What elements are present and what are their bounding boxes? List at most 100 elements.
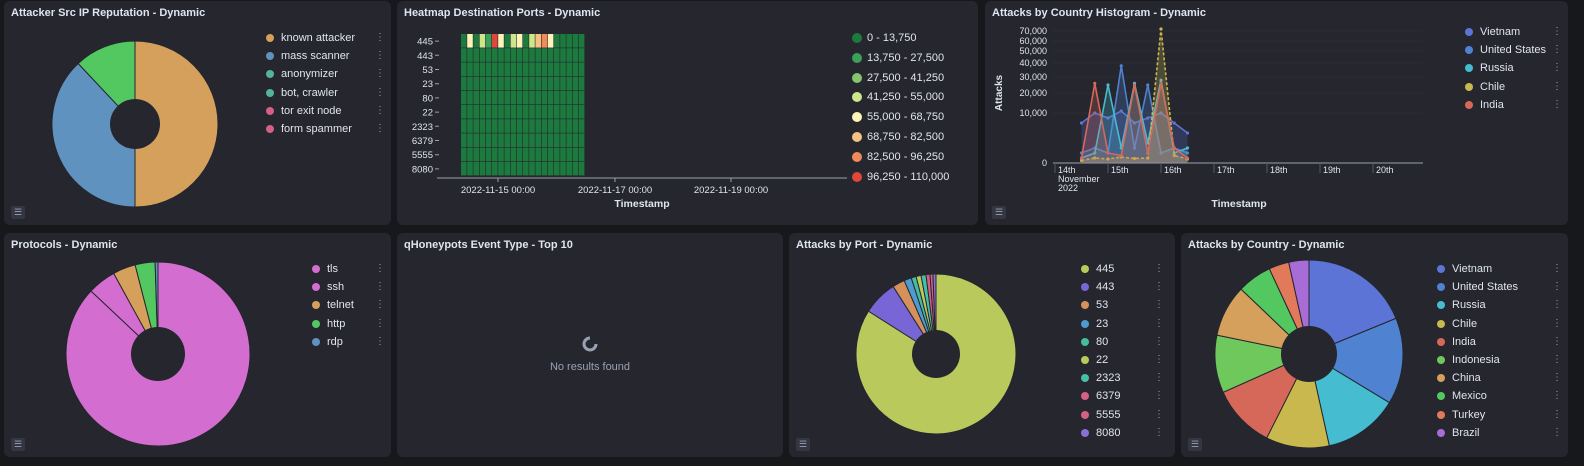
legend-options-icon[interactable]: ⋮ xyxy=(1552,80,1562,92)
heatmap-cell[interactable] xyxy=(510,133,517,147)
series-point[interactable] xyxy=(1106,151,1110,155)
heatmap-cell[interactable] xyxy=(504,90,510,105)
heatmap-cell[interactable] xyxy=(541,76,548,91)
legend-options-icon[interactable]: ⋮ xyxy=(375,32,385,43)
heatmap-cell[interactable] xyxy=(492,161,498,176)
heatmap-cell[interactable] xyxy=(510,90,517,105)
legend-item[interactable]: anonymizer ⋮ xyxy=(266,65,385,83)
heatmap-cell[interactable] xyxy=(492,147,498,162)
heatmap-cell[interactable] xyxy=(572,133,579,147)
heatmap-cell[interactable] xyxy=(560,76,566,91)
heatmap-cell[interactable] xyxy=(516,76,523,91)
heatmap-cell[interactable] xyxy=(473,161,479,176)
heatmap-cell[interactable] xyxy=(510,119,517,133)
heatmap-cell[interactable] xyxy=(523,133,529,147)
heatmap-cell[interactable] xyxy=(498,147,504,162)
heatmap-cell[interactable] xyxy=(554,76,560,91)
heatmap-cell[interactable] xyxy=(560,161,566,176)
heatmap-cell[interactable] xyxy=(479,48,486,62)
series-point[interactable] xyxy=(1159,27,1163,31)
heatmap-cell[interactable] xyxy=(547,62,554,76)
heatmap-cell[interactable] xyxy=(492,34,498,48)
series-point[interactable] xyxy=(1093,151,1097,155)
heatmap-cell[interactable] xyxy=(578,119,585,133)
heatmap-cell[interactable] xyxy=(578,90,585,105)
heatmap-cell[interactable] xyxy=(492,133,498,147)
legend-item[interactable]: 445 ⋮ xyxy=(1081,260,1164,278)
legend-item[interactable]: 22 ⋮ xyxy=(1081,351,1164,369)
legend-options-icon[interactable]: ⋮ xyxy=(1154,281,1164,293)
legend-options-icon[interactable]: ⋮ xyxy=(1154,335,1164,347)
heatmap-cell[interactable] xyxy=(492,62,498,76)
legend-item[interactable]: Chile ⋮ xyxy=(1437,315,1562,333)
series-point[interactable] xyxy=(1185,156,1190,160)
heatmap-cell[interactable] xyxy=(529,76,535,91)
heatmap-cell[interactable] xyxy=(479,90,486,105)
series-point[interactable] xyxy=(1185,146,1190,150)
heatmap-cell[interactable] xyxy=(473,90,479,105)
legend-item[interactable]: Vietnam ⋮ xyxy=(1465,23,1562,41)
legend-item[interactable]: United States ⋮ xyxy=(1437,278,1562,296)
series-point[interactable] xyxy=(1119,109,1123,113)
heatmap-cell[interactable] xyxy=(510,76,517,91)
pie-slice-mass-scanner[interactable] xyxy=(51,62,136,208)
heatmap-cell[interactable] xyxy=(479,62,486,76)
heatmap-cell[interactable] xyxy=(516,105,523,119)
heatmap-cell[interactable] xyxy=(578,147,585,162)
heatmap-cell[interactable] xyxy=(516,90,523,105)
series-point[interactable] xyxy=(1132,156,1137,161)
series-point[interactable] xyxy=(1132,146,1137,150)
legend-item[interactable]: tor exit node ⋮ xyxy=(266,102,385,120)
heatmap-cell[interactable] xyxy=(461,161,467,176)
heatmap-cell[interactable] xyxy=(529,90,535,105)
series-point[interactable] xyxy=(1119,64,1123,68)
heatmap-cell[interactable] xyxy=(554,147,560,162)
legend-item[interactable]: Chile ⋮ xyxy=(1465,78,1562,96)
heatmap-cell[interactable] xyxy=(547,76,554,91)
legend-options-icon[interactable]: ⋮ xyxy=(375,317,385,329)
legend-item[interactable]: Mexico ⋮ xyxy=(1437,387,1562,405)
heatmap-cell[interactable] xyxy=(566,133,572,147)
legend-options-icon[interactable]: ⋮ xyxy=(375,104,385,116)
heatmap-cell[interactable] xyxy=(547,90,554,105)
heatmap-cell[interactable] xyxy=(541,62,548,76)
series-point[interactable] xyxy=(1172,121,1176,125)
legend-options-icon[interactable]: ⋮ xyxy=(375,122,385,134)
heatmap-cell[interactable] xyxy=(547,119,554,133)
heatmap-cell[interactable] xyxy=(547,34,554,48)
heatmap-cell[interactable] xyxy=(467,62,473,76)
heatmap-cell[interactable] xyxy=(492,105,498,119)
legend-options-icon[interactable]: ⋮ xyxy=(1552,372,1562,384)
heatmap-cell[interactable] xyxy=(554,90,560,105)
heatmap-cell[interactable] xyxy=(498,161,504,176)
series-point[interactable] xyxy=(1146,83,1150,87)
heatmap-cell[interactable] xyxy=(510,147,517,162)
heatmap-cell[interactable] xyxy=(485,133,492,147)
series-point[interactable] xyxy=(1106,83,1110,87)
heatmap-cell[interactable] xyxy=(473,147,479,162)
pie-slice-known-attacker[interactable] xyxy=(134,40,219,208)
heatmap-cell[interactable] xyxy=(516,147,523,162)
legend-item[interactable]: Russia ⋮ xyxy=(1437,296,1562,314)
series-point[interactable] xyxy=(1146,156,1150,160)
heatmap-cell[interactable] xyxy=(485,119,492,133)
heatmap-cell[interactable] xyxy=(523,48,529,62)
heatmap-cell[interactable] xyxy=(510,48,517,62)
heatmap-cell[interactable] xyxy=(554,62,560,76)
heatmap-cell[interactable] xyxy=(541,90,548,105)
legend-options-icon[interactable]: ⋮ xyxy=(375,335,385,347)
heatmap-cell[interactable] xyxy=(578,48,585,62)
heatmap-cell[interactable] xyxy=(473,119,479,133)
legend-item[interactable]: 13,750 - 27,500 xyxy=(852,49,972,69)
legend-item[interactable]: mass scanner ⋮ xyxy=(266,47,385,65)
heatmap-cell[interactable] xyxy=(461,147,467,162)
legend-item[interactable]: http ⋮ xyxy=(312,315,385,333)
legend-options-icon[interactable]: ⋮ xyxy=(1154,390,1164,402)
heatmap-cell[interactable] xyxy=(498,62,504,76)
legend-options-icon[interactable]: ⋮ xyxy=(375,281,385,293)
heatmap-cell[interactable] xyxy=(516,48,523,62)
heatmap-cell[interactable] xyxy=(479,147,486,162)
legend-options-icon[interactable]: ⋮ xyxy=(375,86,385,98)
heatmap-cell[interactable] xyxy=(560,34,566,48)
heatmap-cell[interactable] xyxy=(560,90,566,105)
